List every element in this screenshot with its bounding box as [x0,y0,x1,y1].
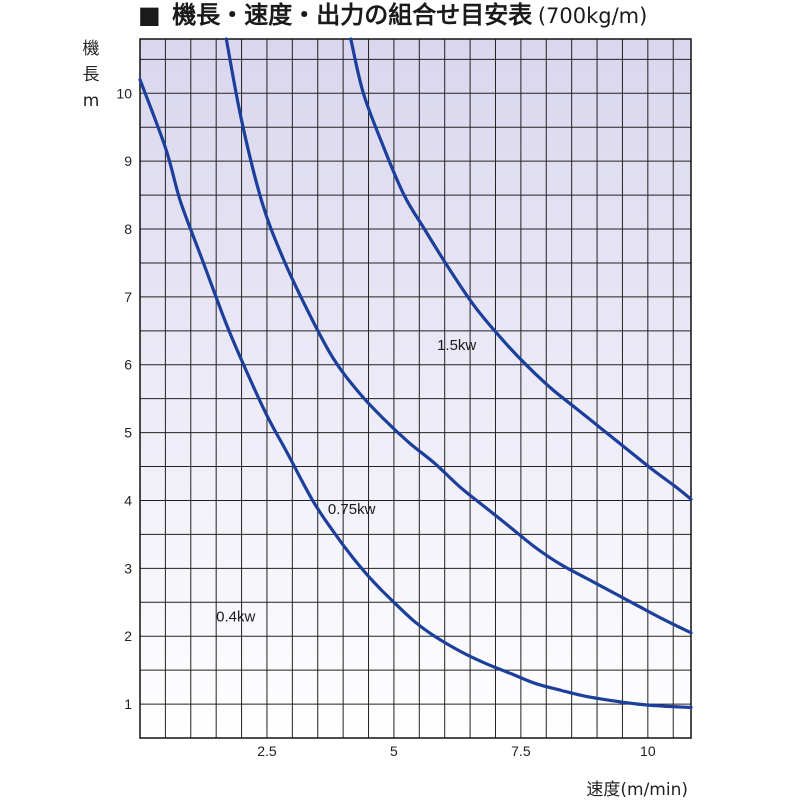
x-tick-label: 2.5 [257,743,277,759]
y-axis-title-char-2: 長 [83,65,100,85]
y-tick-label: 9 [124,153,132,169]
x-tick-label: 10 [640,743,656,759]
title-main: 機長・速度・出力の組合せ目安表 [172,1,533,29]
y-axis-title-unit: m [83,91,100,111]
tick-labels: 2.5 5 7.5 10 1 2 3 4 5 6 7 8 9 10 [116,85,655,759]
title-square-mark: ■ [138,1,161,29]
y-tick-label: 7 [124,289,132,305]
y-tick-label: 2 [124,628,132,644]
series-label-0-75kw: 0.75kw [328,501,376,518]
y-tick-label: 6 [124,357,132,373]
x-axis-title: 速度(m/min) [586,780,688,800]
y-tick-label: 5 [124,425,132,441]
y-tick-label: 10 [116,85,132,101]
series-label-0-4kw: 0.4kw [216,608,255,625]
plot-background [140,39,691,738]
y-tick-label: 4 [124,492,132,508]
grid [140,39,691,738]
plot-border [139,38,692,739]
x-tick-label: 7.5 [511,743,531,759]
title-sub: (700kg/m) [538,4,648,28]
series-label-1-5kw: 1.5kw [437,337,476,354]
chart-title: ■ 機長・速度・出力の組合せ目安表 (700kg/m) [138,1,647,29]
y-tick-label: 3 [124,560,132,576]
series-lines [138,37,693,710]
series-line-0-75kw [224,37,693,635]
y-tick-label: 1 [124,696,132,712]
series-line-1-5kw [349,37,693,501]
series-line-0-4kw [138,78,693,710]
y-axis-title-char-1: 機 [83,39,100,59]
x-tick-label: 5 [390,743,398,759]
series-labels: 0.4kw 0.75kw 1.5kw [216,337,476,625]
y-tick-label: 8 [124,221,132,237]
